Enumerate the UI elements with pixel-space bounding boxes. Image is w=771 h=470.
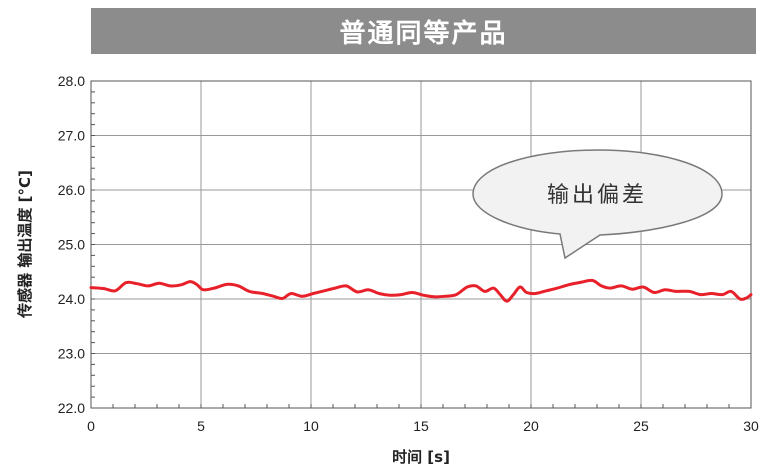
x-tick-label: 10 — [303, 418, 319, 434]
chart-title: 普通同等产品 — [91, 8, 756, 54]
annotation-bubble: 输出偏差 — [472, 149, 723, 260]
x-axis-ticks: 0 5 10 15 20 25 30 — [87, 418, 759, 434]
y-tick-label: 27.0 — [58, 128, 85, 144]
y-axis-title: 传感器 输出温度 [°C] — [16, 170, 34, 319]
y-tick-label: 26.0 — [58, 182, 85, 198]
x-tick-label: 20 — [523, 418, 539, 434]
grid — [91, 81, 751, 408]
annotation-text: 输出偏差 — [547, 183, 647, 208]
x-tick-label: 15 — [413, 418, 429, 434]
y-tick-label: 23.0 — [58, 346, 85, 362]
x-tick-label: 25 — [633, 418, 649, 434]
y-tick-label: 25.0 — [58, 237, 85, 253]
series-group — [89, 278, 753, 303]
y-axis-ticks: 22.0 23.0 24.0 25.0 26.0 27.0 28.0 — [58, 73, 85, 416]
y-tick-label: 24.0 — [58, 291, 85, 307]
x-tick-label: 0 — [87, 418, 95, 434]
y-tick-label: 22.0 — [58, 400, 85, 416]
x-axis-title: 时间 [s] — [392, 448, 450, 466]
y-tick-label: 28.0 — [58, 73, 85, 89]
plot-frame — [90, 80, 752, 409]
annotation-bubble-shape — [472, 149, 723, 260]
series-line — [89, 278, 753, 303]
x-tick-label: 30 — [743, 418, 759, 434]
x-tick-label: 5 — [197, 418, 205, 434]
